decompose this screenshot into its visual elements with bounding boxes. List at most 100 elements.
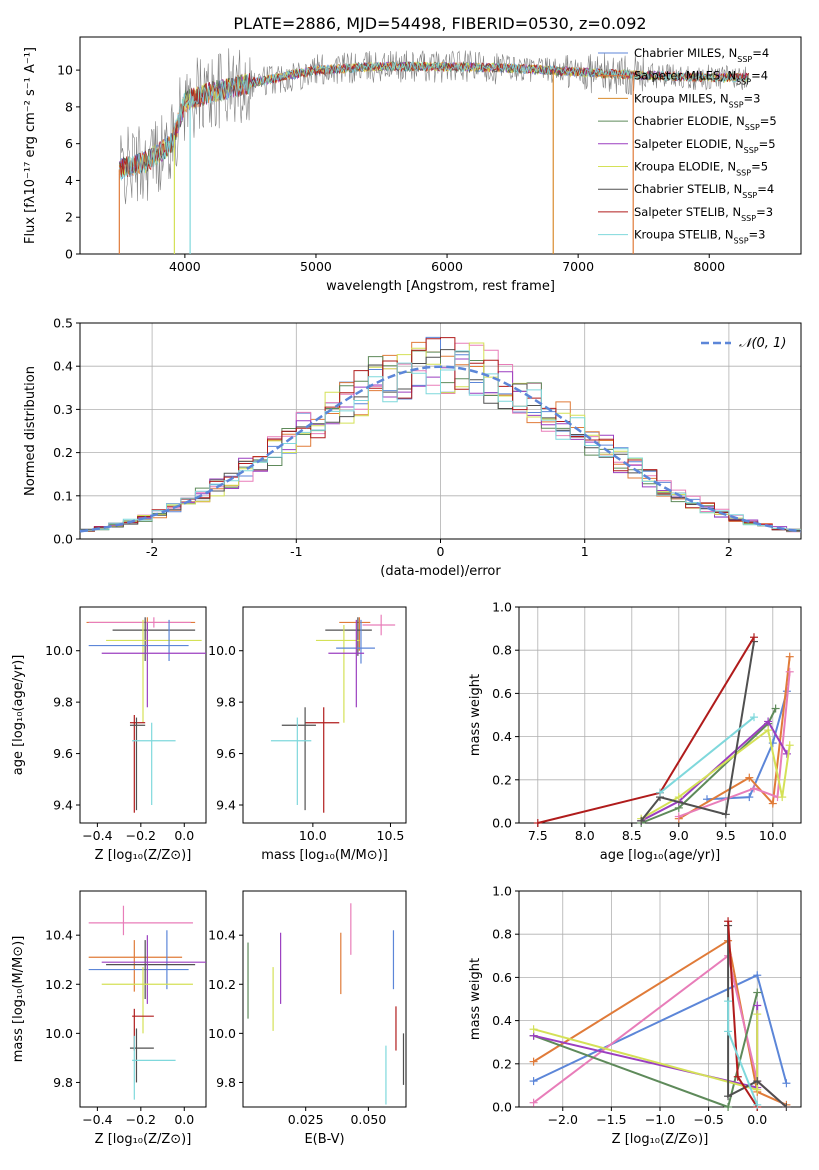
errorbar-point-7: [129, 717, 146, 811]
errorbar-point-2: [88, 930, 189, 990]
massweight-marker: [750, 633, 758, 642]
errorbar-point-7: [281, 707, 316, 811]
x-tick-label: −1.0: [645, 1112, 675, 1127]
massweight-line-2: [678, 671, 791, 818]
massweight-marker: [785, 741, 794, 750]
massweight_vs_Z-xlabel: Z [log₁₀(Z/Z⊙)]: [612, 1132, 709, 1147]
massweight-marker: [753, 1077, 762, 1086]
y-tick-label: 8: [65, 99, 73, 114]
massweight-marker: [656, 788, 664, 797]
errorbar-point-4: [101, 935, 206, 1004]
residuals-xlabel: (data-model)/error: [380, 564, 501, 579]
massweight-marker: [724, 1027, 733, 1036]
y-tick-label: 4: [65, 173, 73, 188]
errorbar-point-5: [101, 622, 206, 708]
massweight-marker: [782, 749, 791, 758]
massweight-marker: [529, 1077, 538, 1086]
massweight-line-4: [640, 719, 788, 822]
errorbar-point-0: [88, 905, 193, 936]
massweight-line-7: [537, 636, 755, 824]
y-tick-label: 10.0: [208, 643, 236, 658]
model-spectrum-0: [118, 61, 634, 181]
x-tick-label: −0.4: [82, 1112, 112, 1127]
errorbar-point-6: [305, 707, 340, 813]
y-tick-label: 0.4: [53, 359, 73, 374]
y-tick-label: 9.6: [53, 746, 73, 761]
massweight-marker: [753, 1010, 762, 1019]
x-tick-label: 0.0: [174, 828, 194, 843]
massweight-marker: [529, 1098, 538, 1107]
figure-title: PLATE=2886, MJD=54498, FIBERID=0530, z=0…: [233, 14, 646, 33]
errorbar-point-8: [132, 1035, 176, 1100]
massweight-marker: [724, 1092, 733, 1101]
age_vs_mass-frame: [242, 606, 407, 824]
errorbar-point-3: [106, 940, 196, 999]
x-tick-label: 8.0: [575, 828, 595, 843]
mass_vs_Z-frame: [79, 890, 207, 1108]
massweight-marker: [778, 793, 787, 802]
massweight_vs_age-xlabel: age [log₁₀(age/yr)]: [600, 848, 721, 863]
spectrum-xlabel: wavelength [Angstrom, rest frame]: [326, 279, 555, 294]
x-tick-label: 8000: [693, 259, 725, 274]
massweight_vs_Z-ylabel: mass weight: [468, 958, 483, 1040]
massweight_vs_age-ylabel: mass weight: [468, 674, 483, 756]
massweight_vs_age-axes: 7.5 8.0 8.5 9.0 9.5 10.0 0.0 0.2 0.4 0.6 0.8 1.0: [492, 600, 802, 843]
y-tick-label: 9.8: [216, 1075, 236, 1090]
mass_vs_Z-xlabel: Z [log₁₀(Z/Z⊙)]: [95, 1132, 192, 1147]
errorbar-point-5: [101, 967, 193, 1034]
massweight-marker: [674, 812, 683, 821]
x-tick-label: 9.0: [669, 828, 689, 843]
mass_vs_EBV-axes: 0.025 0.050 9.8 10.0 10.2 10.4: [208, 890, 407, 1127]
x-tick-label: −0.2: [126, 1112, 156, 1127]
massweight-marker: [782, 1079, 791, 1088]
massweight-marker: [785, 667, 794, 676]
massweight-marker: [745, 793, 754, 802]
massweight-marker: [753, 1085, 762, 1094]
y-tick-label: 0.8: [492, 927, 512, 942]
massweight-marker: [768, 799, 777, 808]
massweight-line-3: [640, 708, 777, 824]
age_vs_Z-axes: −0.4 −0.2 0.0 9.4 9.6 9.8 10.0: [45, 606, 207, 843]
y-tick-label: 0.0: [492, 816, 512, 831]
gaussian-curve: [79, 365, 802, 533]
y-tick-label: 0.0: [53, 532, 73, 547]
y-tick-label: 9.8: [53, 1075, 73, 1090]
x-tick-label: 7000: [562, 259, 594, 274]
y-tick-label: 0.4: [492, 1013, 512, 1028]
y-tick-label: 0.6: [492, 970, 512, 985]
age_vs_mass-xlabel: mass [log₁₀(M/M⊙)]: [261, 848, 388, 863]
y-tick-label: 0.0: [492, 1100, 512, 1115]
y-tick-label: 10: [57, 63, 73, 78]
mass_vs_EBV-frame: [242, 890, 407, 1108]
mass_vs_Z-ylabel: mass [log₁₀(M/M⊙)]: [11, 936, 26, 1063]
massweight-marker: [750, 784, 758, 793]
massweight-line-3: [533, 992, 759, 1109]
y-tick-label: 10.0: [208, 1026, 236, 1041]
massweight-marker: [750, 713, 758, 722]
x-tick-label: 10.0: [299, 828, 327, 843]
y-tick-label: 0.6: [492, 686, 512, 701]
y-tick-label: 10.2: [45, 977, 73, 992]
legend-label: Kroupa MILES, NSSP=3: [634, 91, 760, 109]
legend-label: Salpeter ELODIE, NSSP=5: [634, 137, 776, 155]
residual-histogram-8: [80, 350, 801, 531]
massweight-marker: [724, 917, 733, 926]
y-tick-label: 0.3: [53, 402, 73, 417]
y-tick-label: 10.0: [45, 643, 73, 658]
y-tick-label: 10.0: [45, 1026, 73, 1041]
massweight-line-8: [659, 716, 755, 794]
massweight-marker: [529, 1057, 538, 1066]
x-tick-label: 7.5: [528, 828, 548, 843]
y-tick-label: 9.8: [53, 695, 73, 710]
massweight-marker: [721, 810, 730, 819]
massweight-marker: [753, 988, 762, 997]
x-tick-label: 0.025: [288, 1112, 324, 1127]
errorbar-point-2: [325, 617, 372, 656]
massweight-marker: [785, 652, 794, 661]
x-tick-label: 4000: [169, 259, 201, 274]
x-tick-label: −1.5: [596, 1112, 626, 1127]
legend-label: Kroupa ELODIE, NSSP=5: [634, 160, 768, 178]
y-tick-label: 10.2: [208, 977, 236, 992]
x-tick-label: 9.5: [716, 828, 736, 843]
massweight-marker: [753, 1001, 762, 1010]
